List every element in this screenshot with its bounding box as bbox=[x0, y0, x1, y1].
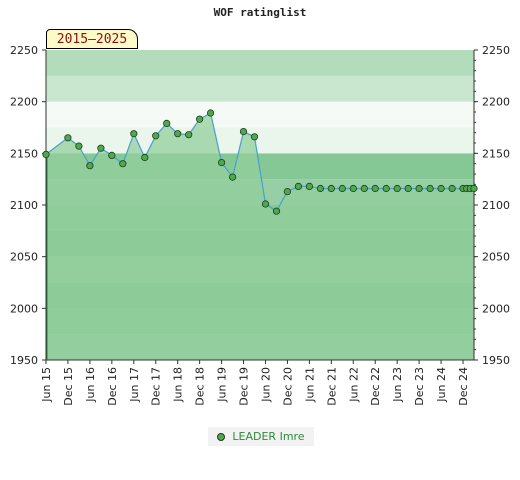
y-tick-label-left: 2100 bbox=[10, 199, 38, 212]
x-tick-label: Dec 16 bbox=[106, 367, 119, 406]
rating-band bbox=[46, 50, 474, 76]
data-point bbox=[163, 119, 171, 128]
data-point bbox=[42, 150, 50, 158]
data-point bbox=[141, 153, 149, 162]
y-tick-label-left: 2150 bbox=[10, 147, 38, 160]
date-range-badge: 2015–2025 bbox=[46, 29, 138, 49]
y-tick-label-right: 2250 bbox=[482, 44, 510, 57]
rating-band bbox=[46, 75, 474, 102]
x-tick-label: Dec 20 bbox=[281, 367, 294, 406]
data-point bbox=[360, 184, 368, 193]
x-tick-label: Dec 18 bbox=[194, 367, 207, 406]
y-tick-label-left: 2200 bbox=[10, 96, 38, 109]
data-point bbox=[185, 131, 193, 139]
x-tick-label: Dec 23 bbox=[413, 367, 426, 406]
data-point bbox=[108, 151, 116, 159]
x-tick-label: Dec 17 bbox=[150, 367, 163, 406]
x-tick-label: Jun 22 bbox=[347, 367, 360, 403]
data-point bbox=[152, 132, 160, 140]
y-tick-label-left: 2250 bbox=[10, 44, 38, 57]
data-point bbox=[207, 109, 215, 117]
data-point bbox=[97, 144, 105, 152]
x-tick-label: Jun 24 bbox=[435, 367, 448, 403]
y-tick-label-left: 1950 bbox=[10, 354, 38, 367]
data-point bbox=[218, 159, 226, 167]
data-point bbox=[283, 188, 291, 196]
y-tick-label-right: 2150 bbox=[482, 147, 510, 160]
legend-label: LEADER Imre bbox=[232, 430, 305, 443]
data-point bbox=[371, 184, 379, 193]
legend[interactable]: LEADER Imre bbox=[208, 427, 314, 446]
x-tick-label: Dec 22 bbox=[369, 367, 382, 406]
data-point bbox=[327, 184, 335, 193]
data-point bbox=[86, 162, 94, 170]
data-point bbox=[415, 184, 423, 193]
data-point bbox=[470, 184, 478, 193]
data-point bbox=[261, 200, 270, 208]
data-point bbox=[294, 182, 302, 190]
data-point bbox=[382, 184, 390, 193]
data-point bbox=[426, 184, 434, 193]
data-points bbox=[42, 109, 478, 215]
data-point bbox=[448, 184, 456, 193]
data-point bbox=[130, 130, 138, 138]
data-point bbox=[338, 184, 346, 193]
data-point bbox=[316, 184, 324, 193]
data-point bbox=[239, 128, 248, 136]
y-tick-label-right: 2200 bbox=[482, 96, 510, 109]
x-tick-label: Jun 18 bbox=[172, 367, 185, 403]
data-point bbox=[393, 184, 401, 193]
data-point bbox=[64, 134, 72, 142]
y-tick-label-left: 2050 bbox=[10, 251, 38, 264]
axes: 2250 2250 2200 2200 2150 2150 2100 2100 2050 2050… bbox=[10, 44, 510, 406]
y-tick-label-right: 2050 bbox=[482, 251, 510, 264]
x-tick-label: Jun 19 bbox=[216, 367, 229, 403]
x-tick-label: Dec 21 bbox=[325, 367, 338, 406]
data-point bbox=[196, 115, 204, 123]
x-tick-label: Jun 15 bbox=[40, 367, 53, 403]
data-point bbox=[119, 160, 127, 168]
area-fill bbox=[46, 113, 474, 360]
data-point bbox=[305, 182, 313, 190]
x-tick-label: Dec 15 bbox=[62, 367, 75, 406]
rating-band bbox=[46, 127, 474, 154]
data-point bbox=[250, 133, 259, 141]
legend-marker-icon bbox=[217, 432, 226, 441]
data-point bbox=[272, 207, 281, 215]
x-tick-label: Jun 21 bbox=[303, 367, 316, 403]
y-tick-label-right: 2100 bbox=[482, 199, 510, 212]
rating-band bbox=[46, 101, 474, 128]
x-tick-label: Jun 20 bbox=[259, 367, 272, 403]
data-point bbox=[174, 130, 182, 138]
x-tick-label: Dec 19 bbox=[238, 367, 251, 406]
y-tick-label-right: 1950 bbox=[482, 354, 510, 367]
data-point bbox=[75, 142, 83, 150]
data-point bbox=[437, 184, 445, 193]
x-tick-label: Jun 16 bbox=[84, 367, 97, 403]
x-tick-label: Jun 23 bbox=[391, 367, 404, 403]
y-tick-label-left: 2000 bbox=[10, 302, 38, 315]
data-point bbox=[349, 184, 357, 193]
chart-title: WOF ratinglist bbox=[213, 6, 307, 19]
x-tick-label: Dec 24 bbox=[457, 367, 470, 406]
data-point bbox=[229, 173, 237, 181]
data-point bbox=[404, 184, 412, 193]
x-tick-label: Jun 17 bbox=[128, 367, 141, 403]
y-tick-label-right: 2000 bbox=[482, 302, 510, 315]
